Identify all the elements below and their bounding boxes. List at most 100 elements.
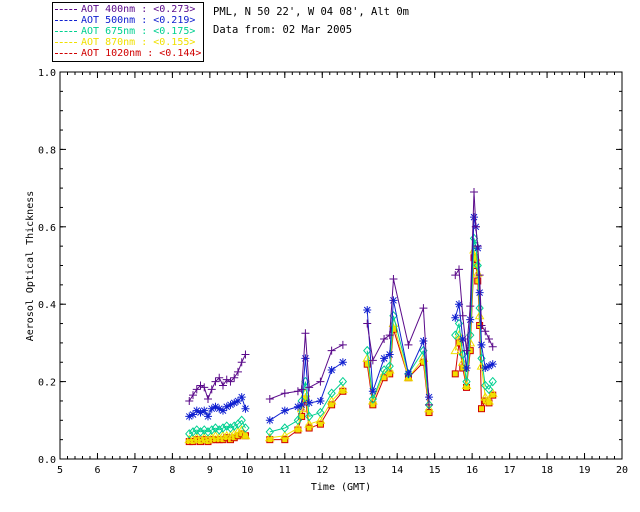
data-point [203,395,212,404]
data-point [305,398,314,407]
data-point [404,340,413,349]
x-tick-label: 9 [207,465,213,476]
data-point [389,296,398,305]
data-point [203,434,213,444]
x-tick-label: 16 [466,465,478,476]
x-tick-label: 15 [429,465,441,476]
legend-line-1020 [55,52,77,54]
data-point [475,303,484,313]
data-point [280,423,289,433]
data-point [451,330,460,340]
data-point [240,430,251,440]
data-point [471,222,480,231]
series-aot-1020nm [185,254,497,446]
data-point [338,376,348,387]
data-point [218,381,227,390]
data-point [462,376,471,387]
y-tick-label: 0.4 [38,300,56,311]
series-line-segment [284,427,299,437]
series-line-segment [454,342,460,374]
data-point [222,402,231,411]
data-point [226,423,235,433]
legend-item: AOT 400nm : <0.273> [55,4,195,15]
series-line-segment [241,396,246,409]
series-line-segment [331,388,344,402]
series-line-segment [366,323,374,361]
x-tick-label: 18 [541,465,553,476]
series-line-segment [188,394,194,402]
data-point [368,387,377,396]
data-point [196,408,205,417]
data-point [451,271,460,280]
data-point [338,384,348,393]
legend-label-500: AOT 500nm : <0.219> [81,15,196,26]
legend-line-870 [55,41,77,43]
data-point [488,360,497,369]
series-line-segment [301,333,306,390]
plot-frame [59,71,623,460]
data-point [200,425,209,435]
data-point [196,427,205,437]
series-line-segment [207,429,212,433]
data-point [211,423,220,433]
data-point [316,420,324,428]
data-point [327,346,336,355]
series-line-segment [479,292,482,345]
data-point [425,409,433,417]
series-line-segment [304,398,310,429]
data-point [241,423,250,433]
data-date: Data from: 02 Mar 2005 [213,24,353,36]
data-point [203,427,213,437]
y-tick-label: 0.0 [38,455,56,466]
series-line-segment [222,379,228,386]
series-line-segment [454,304,460,318]
series-line-segment [458,342,464,369]
data-point [189,391,198,400]
data-point [264,432,275,442]
series-line-segment [200,429,205,433]
series-line-segment [304,358,310,403]
data-point [211,402,220,411]
series-line-segment [204,429,209,433]
x-tick-label: 19 [579,465,591,476]
series-line-segment [269,392,285,400]
data-point [488,342,497,351]
x-axis-label: Time (GMT) [311,482,371,493]
data-point [481,327,490,336]
series-line-segment [319,369,333,402]
data-point [226,377,235,386]
series-line-segment [488,338,494,347]
series-line-segment [215,377,220,382]
data-point [451,370,459,378]
series-line-segment [479,275,482,326]
data-point [487,388,498,397]
data-point [380,354,389,363]
data-point [338,340,347,349]
series-line-segment [454,269,460,276]
data-point [304,411,314,422]
series-line-segment [462,315,468,351]
data-point [488,376,497,387]
data-point [368,394,378,404]
data-point [362,353,373,362]
data-point [233,367,242,376]
series-line-segment [389,279,394,336]
y-tick-label: 1.0 [38,68,56,79]
data-point [369,401,377,409]
legend-line-675 [55,30,77,32]
series-line-segment [383,365,390,371]
data-point [466,302,475,311]
series-line-segment [392,315,409,374]
series-line-segment [192,389,198,396]
series-line-segment [233,423,239,427]
data-point [451,313,460,322]
data-point [316,396,325,405]
series-line-segment [392,278,409,345]
series-line-segment [479,308,482,359]
x-tick-label: 11 [279,465,291,476]
series-line-segment [207,389,213,400]
series-aot-400nm [185,187,497,409]
series-line-segment [211,427,216,431]
data-point [210,430,221,440]
data-point [233,426,243,436]
